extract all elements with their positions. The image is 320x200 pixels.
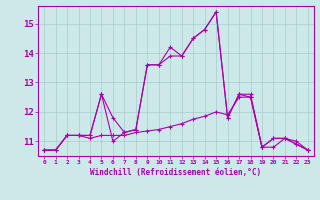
- X-axis label: Windchill (Refroidissement éolien,°C): Windchill (Refroidissement éolien,°C): [91, 168, 261, 177]
